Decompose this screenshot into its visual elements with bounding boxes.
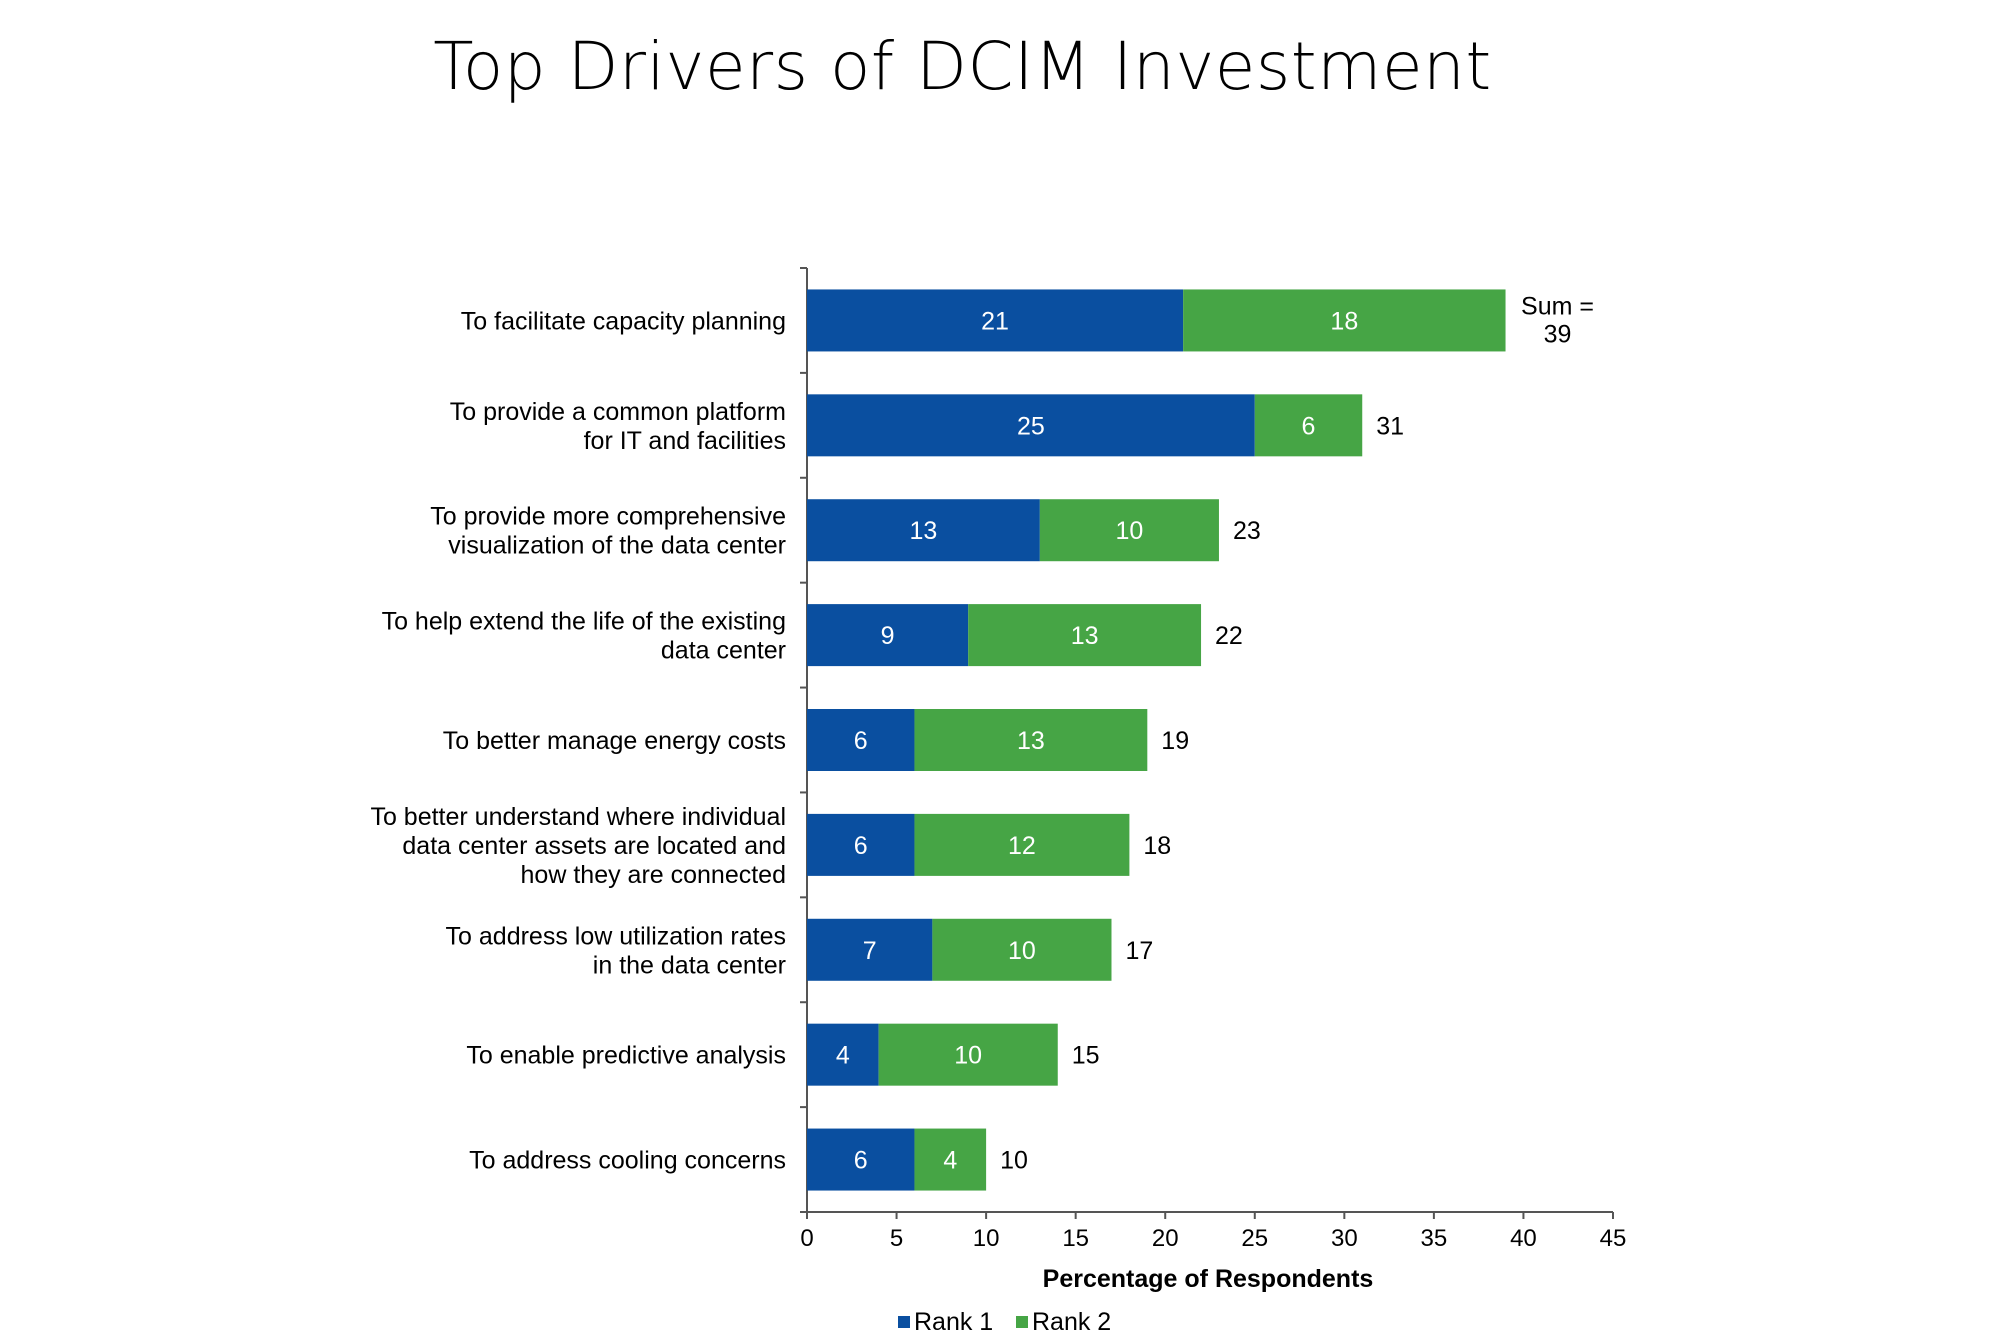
x-tick-label: 45 [1600, 1225, 1627, 1252]
chart-legend: Rank 1 Rank 2 [898, 1308, 1111, 1336]
bar-rank-1 [807, 709, 915, 771]
bar-value-label: 10 [1008, 937, 1036, 965]
total-label: 10 [1000, 1147, 1028, 1175]
x-tick-label: 25 [1241, 1225, 1268, 1252]
bar-value-label: 18 [1330, 307, 1358, 335]
total-label: 17 [1125, 937, 1153, 965]
total-label: 22 [1215, 622, 1243, 650]
bar-rank-1 [807, 1023, 879, 1086]
bar-rank-1 [807, 813, 915, 876]
x-tick-label: 20 [1152, 1225, 1179, 1252]
total-label: 18 [1143, 832, 1171, 860]
bar-value-label: 12 [1008, 832, 1036, 860]
x-tick-label: 5 [890, 1225, 903, 1252]
total-label: Sum = [1521, 292, 1594, 320]
category-label: To address low utilization rates [446, 922, 786, 950]
bar-rank-2 [1183, 289, 1506, 352]
category-label: To provide a common platform [450, 398, 786, 426]
category-label: To better understand where individual [370, 803, 786, 831]
total-label: 39 [1544, 320, 1572, 348]
bar-value-label: 10 [1115, 517, 1143, 545]
bar-rank-2 [914, 709, 1148, 771]
category-label: To help extend the life of the existing [382, 608, 786, 636]
bar-value-label: 4 [943, 1147, 957, 1175]
bar-value-label: 4 [836, 1042, 850, 1070]
bar-rank-1 [807, 604, 969, 667]
bar-value-label: 6 [854, 727, 868, 755]
bar-value-label: 13 [1071, 622, 1099, 650]
bar-rank-2 [932, 918, 1112, 981]
x-tick-label: 35 [1421, 1225, 1448, 1252]
category-label: To enable predictive analysis [466, 1042, 786, 1070]
x-tick-label: 30 [1331, 1225, 1358, 1252]
legend-label: Rank 1 [914, 1308, 993, 1336]
bar-rank-2 [1039, 499, 1219, 562]
x-tick-label: 15 [1062, 1225, 1089, 1252]
bar-value-label: 6 [1302, 412, 1316, 440]
bar-value-label: 25 [1017, 412, 1045, 440]
bar-rank-2 [914, 1128, 987, 1191]
bar-rank-1 [807, 499, 1040, 562]
legend-swatch [1016, 1316, 1028, 1328]
bar-rank-2 [914, 813, 1130, 876]
category-label: data center assets are located and [402, 832, 786, 860]
legend-label: Rank 2 [1032, 1308, 1111, 1336]
x-tick-label: 0 [800, 1225, 813, 1252]
bar-rank-1 [807, 1128, 915, 1191]
legend-swatch [898, 1316, 910, 1328]
bar-value-label: 10 [954, 1042, 982, 1070]
total-label: 23 [1233, 517, 1261, 545]
bar-value-label: 13 [910, 517, 938, 545]
total-label: 19 [1161, 727, 1189, 755]
x-axis-title: Percentage of Respondents [1043, 1265, 1374, 1293]
chart-bars [807, 289, 1506, 1191]
total-label: 15 [1072, 1042, 1100, 1070]
category-label: in the data center [593, 951, 786, 979]
category-label: for IT and facilities [584, 427, 786, 455]
slide-title: Top Drivers of DCIM Investment [433, 28, 1492, 105]
bar-value-label: 7 [863, 937, 877, 965]
category-label: To address cooling concerns [469, 1147, 786, 1175]
x-tick-label: 40 [1510, 1225, 1537, 1252]
category-label: visualization of the data center [448, 532, 786, 560]
bar-value-label: 6 [854, 832, 868, 860]
category-label: how they are connected [521, 861, 786, 889]
bar-rank-1 [807, 918, 933, 981]
bar-value-label: 9 [881, 622, 895, 650]
category-label: To facilitate capacity planning [461, 307, 786, 335]
category-label: data center [661, 637, 786, 665]
category-label: To provide more comprehensive [430, 503, 786, 531]
bar-value-label: 6 [854, 1147, 868, 1175]
total-label: 31 [1376, 412, 1404, 440]
bar-value-label: 21 [981, 307, 1009, 335]
x-tick-label: 10 [973, 1225, 1000, 1252]
bar-value-label: 13 [1017, 727, 1045, 755]
bar-rank-1 [807, 394, 1255, 457]
category-label: To better manage energy costs [443, 727, 786, 755]
bar-rank-2 [878, 1023, 1058, 1086]
bar-rank-1 [807, 289, 1184, 352]
bar-rank-2 [968, 604, 1202, 667]
chart-labels: 21 18 Sum =39 To facilitate capacity planni… [370, 292, 1594, 1174]
bar-rank-2 [1254, 394, 1363, 457]
